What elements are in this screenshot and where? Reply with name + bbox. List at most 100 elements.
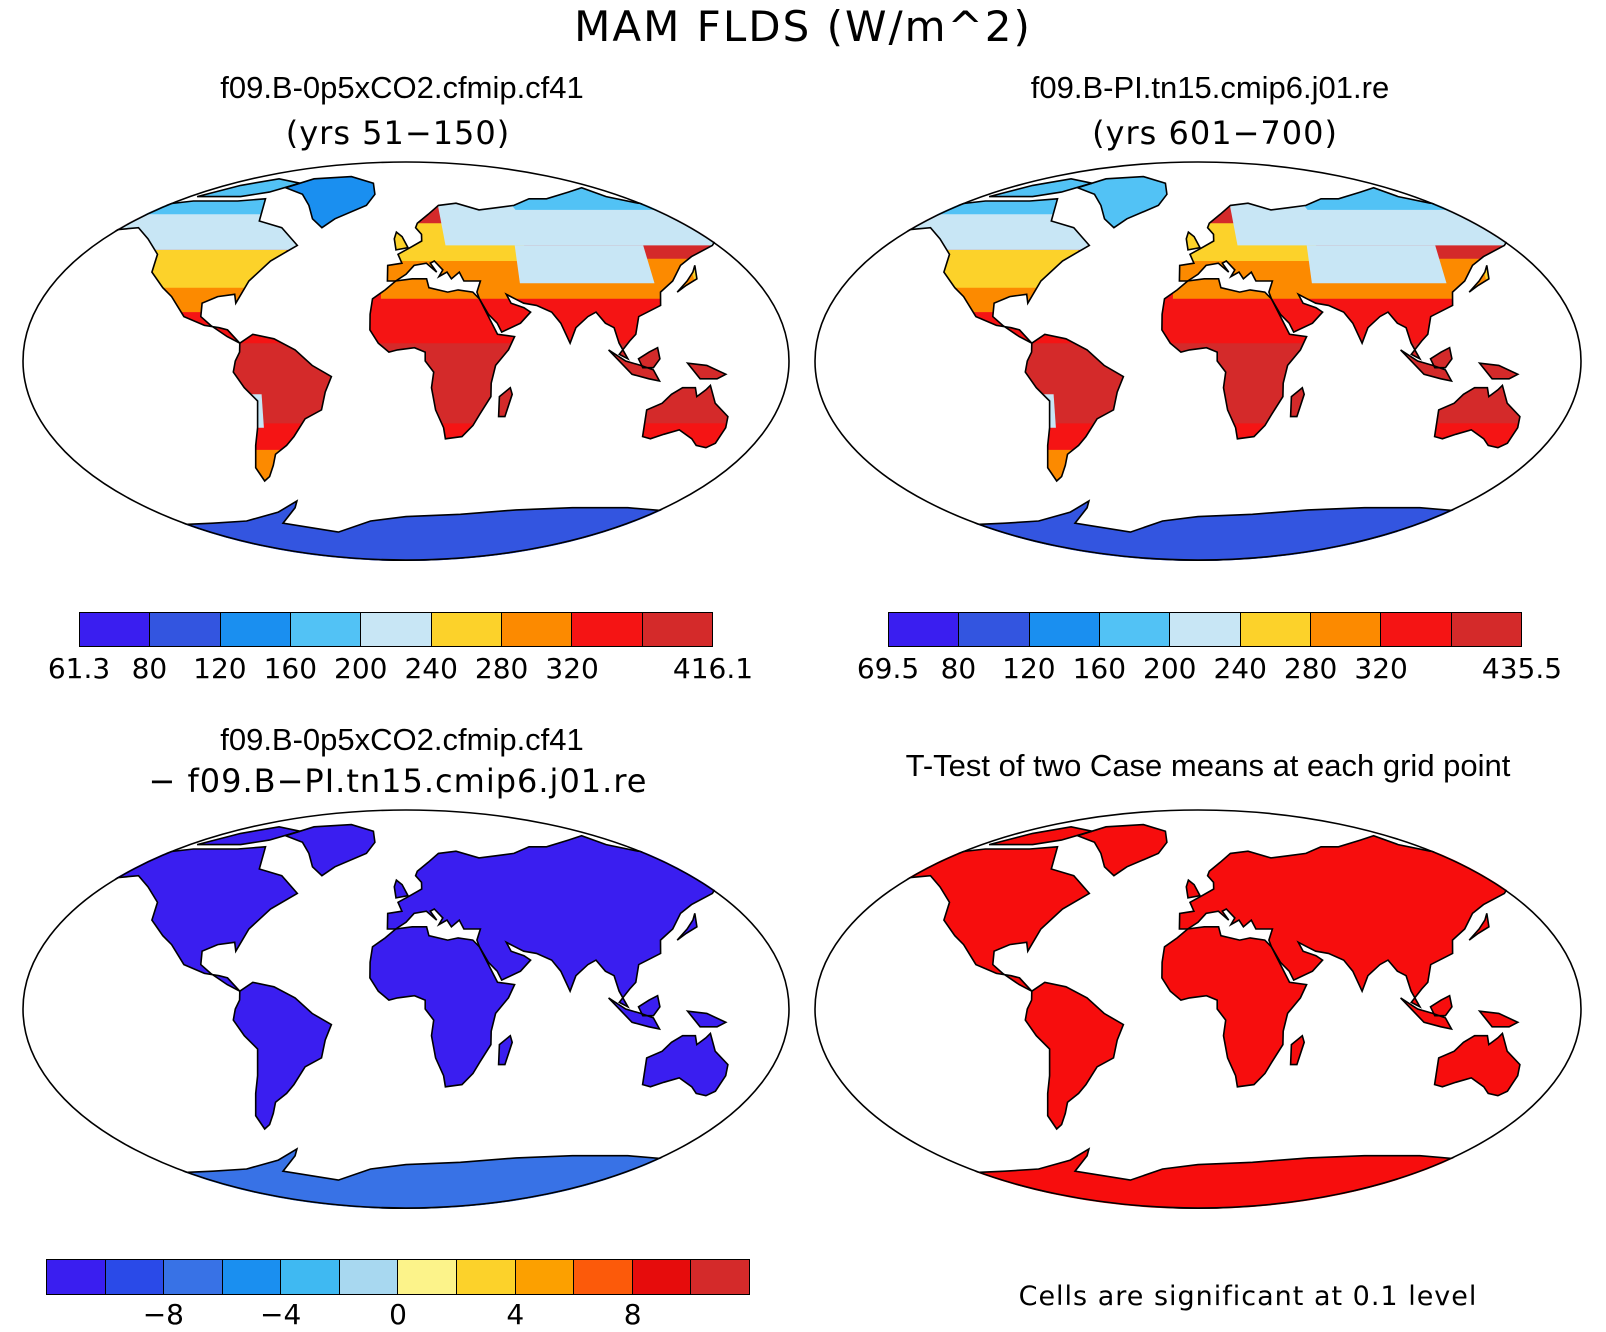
coastline-uk <box>1185 230 1202 251</box>
landmass-north-america <box>885 846 1090 992</box>
panel-3-title: f09.B-0p5xCO2.cfmip.cf41 <box>220 722 584 757</box>
zone-antarctica-interior <box>98 1177 714 1209</box>
coastline-japan <box>676 913 698 941</box>
coastline-north-america <box>884 845 1091 992</box>
coastline-new-zealand <box>1534 1090 1568 1112</box>
colorbar-swatch <box>47 1260 106 1294</box>
landmass-north-america <box>93 846 298 992</box>
landmass-indonesia <box>1400 997 1452 1029</box>
coastline-new-guinea <box>685 362 728 380</box>
panel-2-title: f09.B-PI.tn15.cmip6.j01.re <box>1030 70 1390 105</box>
coastline-new-guinea <box>685 1010 728 1028</box>
zone-tropics <box>1006 338 1539 424</box>
landmass-new-zealand <box>742 443 774 464</box>
coastline-eurasia <box>1178 834 1544 1009</box>
colorbar-swatch <box>959 613 1030 646</box>
landmass-antarctica <box>879 1149 1517 1209</box>
coastline-borneo <box>637 994 661 1017</box>
zone-antarctica <box>879 501 1517 561</box>
globe-outline <box>814 809 1582 1209</box>
colorbar-swatch <box>642 613 712 646</box>
panel-2-subtitle: (yrs 601−700) <box>1092 114 1338 152</box>
colorbar-tick-label: 0 <box>389 1298 407 1331</box>
colorbar-swatch <box>150 613 221 646</box>
panel-3-subtitle: − f09.B−PI.tn15.cmip6.j01.re <box>148 762 648 800</box>
map-content <box>878 823 1568 1209</box>
colorbar-tick-label: 280 <box>474 652 529 685</box>
colorbar-tick-label: 80 <box>131 652 168 685</box>
coastline-australia <box>641 383 729 449</box>
coastline-eurasia <box>1178 186 1544 361</box>
coastline-greenland <box>1075 175 1168 229</box>
zone-patagonia <box>1023 449 1082 486</box>
colorbar-swatch <box>515 1260 575 1294</box>
landmass-uk <box>1186 880 1200 898</box>
zone-tropics <box>214 338 747 424</box>
colorbar-swatch <box>632 1260 692 1294</box>
colorbar-swatch <box>281 1260 340 1294</box>
coastline-greenland <box>1075 823 1168 877</box>
coastline-indonesia <box>608 997 662 1031</box>
colorbar-tick-label: 240 <box>404 652 458 685</box>
coastline-australia <box>1433 383 1521 449</box>
coastline-south-america <box>232 333 333 483</box>
colorbar-test-case <box>79 612 713 647</box>
coastline-new-zealand <box>742 442 776 464</box>
coastline-africa <box>369 278 516 440</box>
colorbar-tick-label: −4 <box>260 1298 302 1331</box>
landmass-borneo <box>638 995 660 1016</box>
landmass-greenland <box>285 824 375 876</box>
colorbar-tick-label: 320 <box>545 652 599 685</box>
coastline-new-zealand <box>742 1090 776 1112</box>
coastline-uk <box>1185 878 1202 899</box>
colorbar-tick-label: 435.5 <box>1481 652 1563 685</box>
colorbar-swatch <box>1099 613 1171 646</box>
coastline-indonesia <box>1400 997 1454 1031</box>
colorbar-tick-label: 61.3 <box>47 652 111 685</box>
coastline-arctic-islands <box>988 825 1093 846</box>
colorbar-control-case <box>888 612 1522 647</box>
colorbar-tick-label: 120 <box>1002 652 1056 685</box>
coastline-eurasia <box>386 186 752 361</box>
colorbar-swatch <box>164 1260 223 1294</box>
colorbar-swatch <box>1310 613 1382 646</box>
colorbar-tick-label: 69.5 <box>856 652 920 685</box>
landmass-uk <box>394 880 408 898</box>
coastline-north-america <box>92 845 299 992</box>
panel-1-subtitle: (yrs 51−150) <box>285 114 511 152</box>
landmass-greenland <box>1077 824 1167 876</box>
coastline-uk <box>393 230 410 251</box>
colorbar-swatch <box>1170 613 1241 646</box>
map-panel-test-case <box>22 161 790 561</box>
colorbar-tick-label: 240 <box>1213 652 1267 685</box>
coastline-uk <box>393 878 410 899</box>
zone-antarctica <box>87 501 725 561</box>
coastline-japan <box>676 265 698 293</box>
landmass-arctic-islands <box>989 826 1092 845</box>
coastline-new-guinea <box>1477 1010 1520 1028</box>
map-panel-control-case <box>814 161 1582 561</box>
colorbar-tick-label: 200 <box>1143 652 1197 685</box>
zone-subtropics <box>942 294 1539 344</box>
coastline-arctic-islands <box>196 825 301 846</box>
landmass-africa <box>1161 926 1307 1087</box>
ttest-significance-note: Cells are significant at 0.1 level <box>1018 1281 1478 1312</box>
coastline-indonesia <box>1400 349 1454 383</box>
landmass-arctic-islands <box>197 826 300 845</box>
coastline-greenland <box>283 823 376 877</box>
coastline-madagascar <box>497 386 514 418</box>
colorbar-swatch <box>105 1260 165 1294</box>
colorbar-swatch <box>574 1260 633 1294</box>
landmass-eurasia <box>1179 835 1542 1007</box>
colorbar-tick-label: 160 <box>1072 652 1127 685</box>
colorbar-swatch <box>1451 613 1521 646</box>
coastline-madagascar <box>1289 1034 1306 1066</box>
map-panel-difference <box>22 809 790 1209</box>
landmass-south-america <box>1025 982 1124 1129</box>
colorbar-swatch <box>501 613 573 646</box>
colorbar-swatch <box>572 613 643 646</box>
coastline-australia <box>641 1031 729 1097</box>
zone-temperate-north-america <box>135 249 287 288</box>
coastline-madagascar <box>497 1034 514 1066</box>
coastline-north-america <box>884 197 1091 344</box>
